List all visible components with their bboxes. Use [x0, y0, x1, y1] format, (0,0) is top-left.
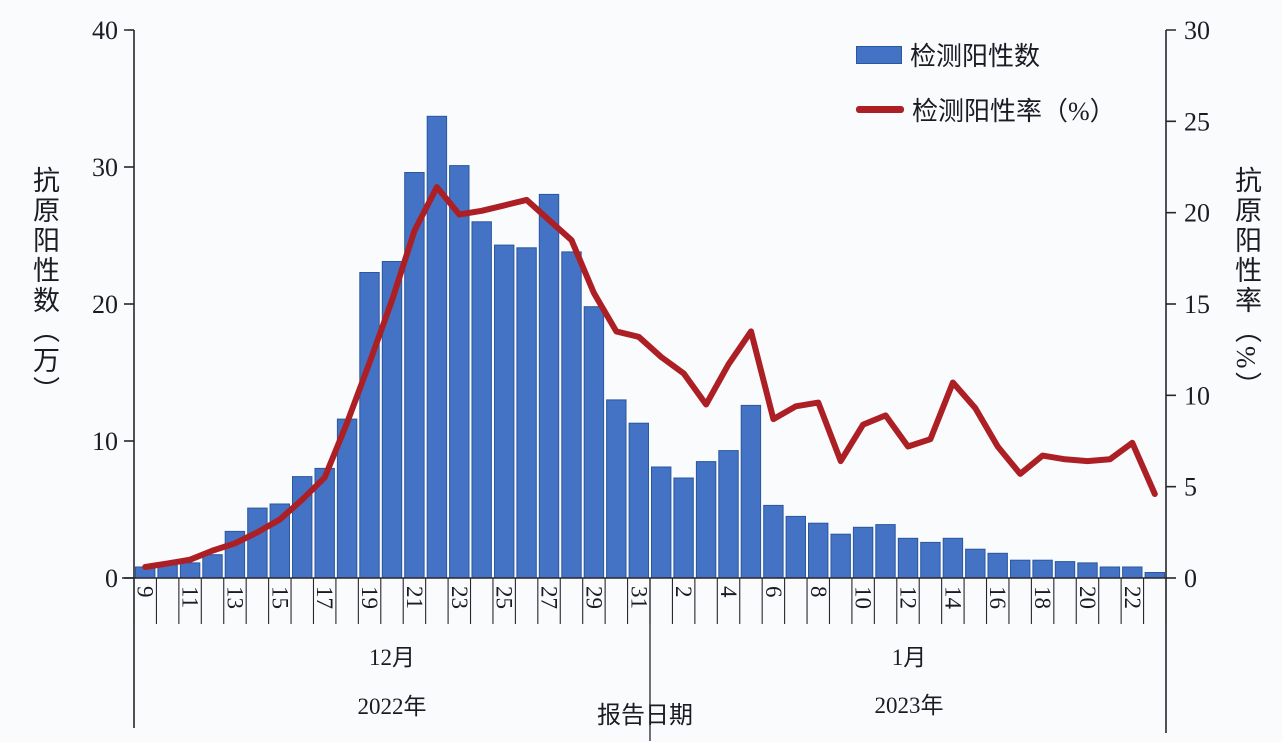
- bar: [830, 533, 851, 579]
- bar: [606, 399, 627, 579]
- y-left-tick-label: 10: [92, 427, 118, 456]
- x-day-label: 4: [716, 586, 741, 598]
- x-day-label: 8: [806, 586, 831, 598]
- x-day-label: 16: [985, 586, 1010, 609]
- y-left-tick-label: 40: [92, 16, 118, 45]
- y-right-tick-label: 15: [1184, 290, 1210, 319]
- x-day-label: 15: [267, 586, 292, 609]
- x-day-label: 21: [402, 586, 427, 609]
- x-day-label: 14: [940, 586, 965, 610]
- bar-series-swatch: [856, 45, 902, 64]
- y-right-tick-label: 10: [1184, 381, 1210, 410]
- x-day-label: 9: [133, 586, 158, 598]
- x-day-label: 18: [1030, 586, 1055, 609]
- bar: [628, 422, 649, 579]
- x-day-label: 29: [581, 586, 606, 609]
- y-right-tick-label: 25: [1184, 107, 1210, 136]
- x-axis-title: 报告日期: [597, 703, 693, 729]
- x-day-label: 12: [896, 586, 921, 609]
- y-right-axis-title: 抗原阳性率（%）: [1231, 166, 1261, 402]
- x-day-label: 31: [626, 586, 651, 609]
- bar: [516, 247, 537, 579]
- legend-item-bar-series: 检测阳性数: [856, 36, 1116, 73]
- bar: [1122, 566, 1143, 579]
- bar: [471, 221, 492, 579]
- x-year-label-2023: 2023年: [874, 693, 944, 718]
- bar: [651, 466, 672, 579]
- y-right-tick-label: 30: [1184, 16, 1210, 45]
- y-right-tick-label: 0: [1184, 564, 1197, 593]
- bar: [1032, 559, 1053, 579]
- x-day-label: 2: [671, 586, 696, 598]
- bar: [920, 541, 941, 579]
- bar: [1010, 559, 1031, 579]
- bar: [1054, 561, 1076, 579]
- x-day-label: 10: [851, 586, 876, 609]
- bar: [449, 165, 470, 579]
- x-day-label: 27: [537, 586, 562, 609]
- legend-item-line-series: 检测阳性率（%）: [856, 91, 1116, 128]
- x-day-label: 11: [178, 586, 203, 608]
- x-day-label: 20: [1075, 586, 1100, 609]
- bar: [897, 537, 919, 579]
- x-day-label: 6: [761, 586, 786, 598]
- bar: [179, 562, 201, 579]
- x-day-label: 23: [447, 586, 472, 609]
- y-left-tick-label: 0: [105, 564, 118, 593]
- bar: [875, 524, 896, 579]
- bar: [494, 244, 515, 579]
- bar: [695, 461, 717, 579]
- x-month-label-december: 12月: [369, 645, 415, 670]
- legend-label: 检测阳性率（%）: [912, 97, 1116, 126]
- x-month-label-january: 1月: [891, 645, 927, 670]
- y-left-tick-label: 20: [92, 290, 118, 319]
- bar: [987, 552, 1008, 579]
- bar: [740, 404, 762, 579]
- y-right-tick-label: 5: [1184, 473, 1197, 502]
- bar: [202, 554, 223, 579]
- bar: [1077, 562, 1098, 579]
- bar: [1099, 566, 1121, 579]
- x-day-label: 19: [357, 586, 382, 609]
- bar: [538, 193, 560, 579]
- y-right-tick-label: 20: [1184, 199, 1210, 228]
- bar: [247, 507, 268, 579]
- bar: [1144, 572, 1165, 579]
- bar: [763, 504, 784, 579]
- bar: [942, 537, 964, 579]
- bar: [808, 522, 829, 579]
- bar: [965, 548, 986, 579]
- bar: [561, 251, 582, 579]
- bar: [785, 515, 806, 579]
- rate-line: [142, 184, 1158, 570]
- bar: [718, 450, 739, 579]
- x-day-label: 22: [1120, 586, 1145, 609]
- y-left-axis-title: 抗原阳性数（万）: [29, 166, 59, 406]
- x-day-label: 17: [312, 586, 337, 609]
- bar: [359, 272, 380, 579]
- legend: 检测阳性数 检测阳性率（%）: [856, 36, 1116, 128]
- x-year-label-2022: 2022年: [357, 694, 427, 719]
- x-day-label: 13: [222, 586, 247, 609]
- bar: [673, 477, 694, 579]
- legend-label: 检测阳性数: [910, 42, 1041, 71]
- bar: [852, 526, 874, 579]
- bar: [583, 306, 605, 579]
- x-day-label: 25: [492, 586, 517, 609]
- line-series-swatch: [856, 106, 904, 113]
- y-left-tick-label: 30: [92, 153, 118, 182]
